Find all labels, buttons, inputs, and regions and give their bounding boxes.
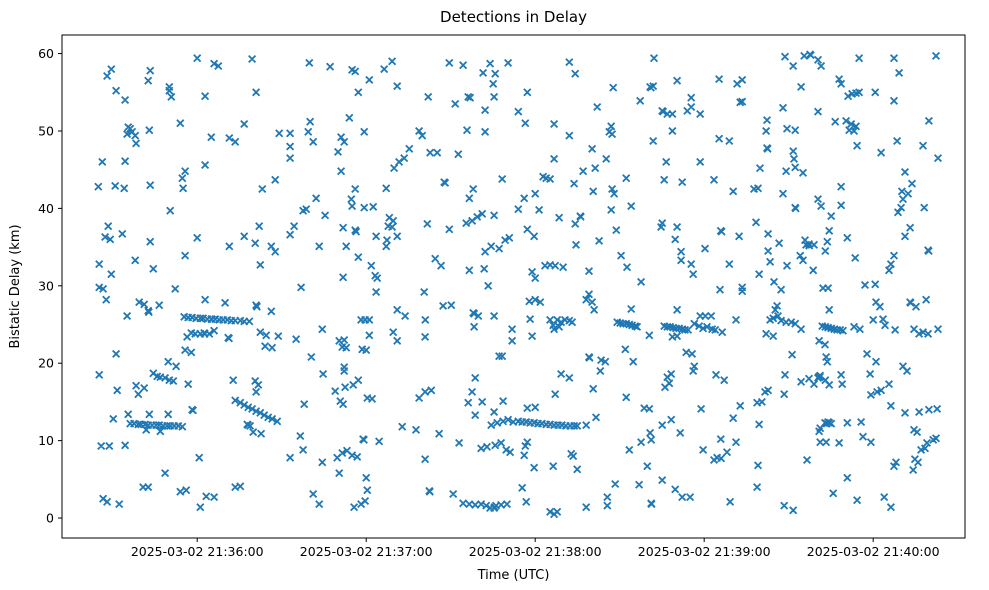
chart-title: Detections in Delay	[440, 8, 587, 26]
y-tick-label: 20	[38, 356, 54, 371]
axes-background	[62, 35, 965, 538]
x-tick-label: 2025-03-02 21:38:00	[469, 544, 602, 559]
scatter-markers	[94, 50, 943, 519]
y-tick-label: 50	[38, 123, 54, 138]
y-tick-label: 60	[38, 46, 54, 61]
x-tick-label: 2025-03-02 21:39:00	[638, 544, 771, 559]
axes-spines	[61, 34, 966, 539]
y-tick-label: 10	[38, 433, 54, 448]
y-tick-label: 30	[38, 278, 54, 293]
x-axis-ticks: 2025-03-02 21:36:00 2025-03-02 21:37:00 20…	[131, 538, 940, 559]
y-tick-label: 0	[46, 511, 54, 526]
x-axis-label: Time (UTC)	[477, 568, 550, 583]
y-axis-label: Bistatic Delay (km)	[8, 224, 23, 348]
x-tick-label: 2025-03-02 21:40:00	[807, 544, 940, 559]
y-tick-label: 40	[38, 201, 54, 216]
x-tick-label: 2025-03-02 21:36:00	[131, 544, 264, 559]
x-tick-label: 2025-03-02 21:37:00	[300, 544, 433, 559]
y-axis-ticks: 0 10 20 30 40 50 60	[38, 46, 62, 526]
